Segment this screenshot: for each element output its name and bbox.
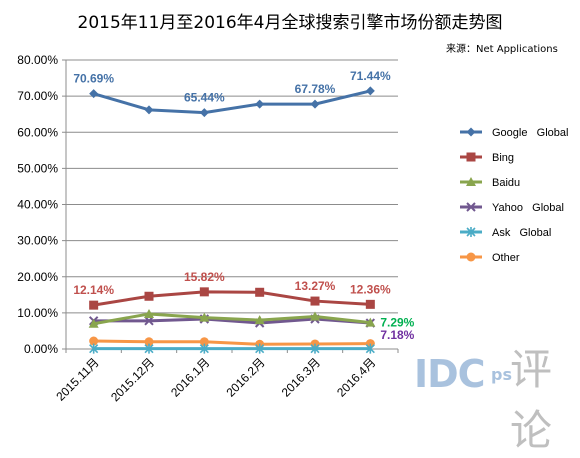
- data-point: [365, 299, 375, 309]
- data-label: 7.18%: [380, 328, 414, 342]
- legend-item: Other: [460, 252, 520, 264]
- legend-item: Yahoo Global: [460, 202, 564, 214]
- y-tick-label: 30.00%: [17, 234, 58, 248]
- data-point: [365, 86, 375, 96]
- legend-label: Yahoo Global: [492, 202, 564, 214]
- watermark-logo: IDC: [414, 352, 486, 396]
- series-line: [93, 89, 371, 115]
- legend-marker: [466, 177, 476, 186]
- data-label: 67.78%: [295, 82, 336, 96]
- legend-item: Bing: [460, 152, 514, 164]
- series-line: [93, 312, 371, 326]
- data-point: [255, 343, 265, 354]
- data-point: [89, 300, 99, 310]
- source-note: 来源：Net Applications: [446, 44, 558, 55]
- data-point: [255, 99, 265, 109]
- legend-label: Bing: [492, 152, 514, 164]
- chart-title: 2015年11月至2016年4月全球搜索引擎市场份额走势图: [77, 13, 503, 33]
- y-tick-label: 50.00%: [17, 161, 58, 175]
- x-tick-label: 2016.2月: [223, 355, 267, 399]
- data-point: [88, 318, 99, 328]
- series-line: [93, 339, 371, 346]
- data-point: [89, 343, 99, 354]
- data-point: [310, 343, 320, 354]
- series-google-global: [89, 86, 375, 118]
- watermark-cn: 评论: [510, 345, 553, 455]
- series-line: [93, 290, 371, 307]
- y-tick-label: 70.00%: [17, 89, 58, 103]
- data-point: [199, 337, 209, 347]
- x-tick-label: 2016.3月: [279, 355, 323, 399]
- data-label: 13.27%: [295, 279, 336, 293]
- y-tick-label: 60.00%: [17, 125, 58, 139]
- data-label: 12.14%: [73, 283, 114, 297]
- x-tick-label: 2015.11月: [53, 355, 101, 403]
- data-label: 65.44%: [184, 91, 225, 105]
- line-chart: 0.00% 10.00% 20.00% 30.00% 40.00% 50.00% 60.00…: [17, 53, 568, 404]
- series-other: [89, 336, 375, 349]
- data-point: [144, 105, 154, 115]
- x-tick-label: 2015.12月: [108, 355, 157, 404]
- x-tick-label: 2016.1月: [168, 355, 212, 399]
- x-tick-label: 2016.4月: [334, 355, 378, 399]
- legend-label: Google Global: [492, 127, 568, 139]
- legend-label: Ask Global: [492, 227, 551, 239]
- data-point: [310, 296, 320, 306]
- data-point: [199, 287, 209, 297]
- data-point: [144, 316, 154, 326]
- legend-item: Ask Global: [460, 227, 551, 239]
- data-point: [199, 343, 209, 354]
- data-point: [365, 343, 375, 354]
- data-point: [144, 291, 154, 301]
- legend-marker: [466, 127, 476, 137]
- legend-marker: [466, 252, 476, 262]
- data-point: [89, 336, 99, 346]
- series-ask-global: [89, 343, 375, 354]
- legend-marker: [466, 152, 476, 162]
- data-label: 15.82%: [184, 270, 225, 284]
- legend-item: Baidu: [460, 177, 520, 189]
- legend-label: Other: [492, 252, 520, 264]
- data-point: [255, 287, 265, 297]
- legend-marker: [466, 202, 476, 212]
- data-label: 7.29%: [380, 316, 414, 330]
- y-tick-label: 0.00%: [24, 342, 58, 356]
- data-point: [89, 89, 99, 99]
- data-label: 71.44%: [350, 69, 391, 83]
- y-tick-label: 40.00%: [17, 198, 58, 212]
- data-point: [144, 337, 154, 347]
- data-point: [144, 308, 154, 318]
- data-point: [365, 317, 376, 327]
- series-line: [93, 317, 371, 325]
- legend-marker: [466, 227, 476, 237]
- watermark-suffix: ps: [491, 365, 512, 384]
- y-tick-label: 20.00%: [17, 270, 58, 284]
- series-bing: [89, 287, 375, 310]
- series-baidu: [88, 308, 376, 328]
- legend-item: Google Global: [460, 127, 568, 139]
- y-tick-label: 10.00%: [17, 306, 58, 320]
- data-label: 70.69%: [73, 72, 114, 86]
- data-label: 12.36%: [350, 282, 391, 296]
- y-tick-label: 80.00%: [17, 53, 58, 67]
- data-point: [144, 343, 154, 354]
- data-point: [254, 315, 265, 325]
- data-point: [199, 108, 209, 118]
- data-point: [310, 99, 320, 109]
- legend-label: Baidu: [492, 177, 520, 189]
- data-point: [310, 311, 320, 321]
- data-point: [199, 312, 210, 322]
